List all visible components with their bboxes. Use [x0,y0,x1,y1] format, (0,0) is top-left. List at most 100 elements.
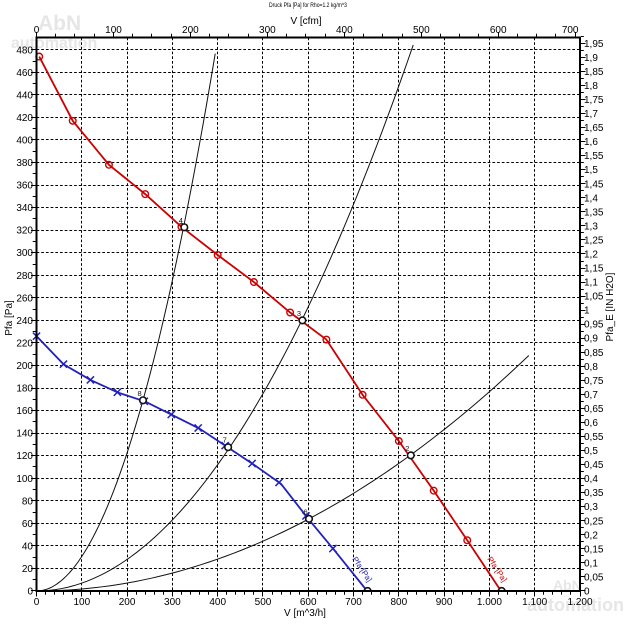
svg-text:700: 700 [345,597,362,608]
svg-text:0,1: 0,1 [584,558,598,569]
svg-text:0: 0 [34,25,40,36]
svg-text:100: 100 [16,474,33,485]
svg-text:300: 300 [259,25,276,36]
svg-text:Pfa_E [IN H2O]: Pfa_E [IN H2O] [605,272,616,341]
svg-text:0,2: 0,2 [584,530,598,541]
svg-text:240: 240 [16,316,33,327]
svg-text:400: 400 [336,25,353,36]
svg-text:1,45: 1,45 [584,179,604,190]
svg-text:0,4: 0,4 [584,474,598,485]
svg-text:1.000: 1.000 [477,597,502,608]
svg-text:1,2: 1,2 [584,250,598,261]
svg-text:0,05: 0,05 [584,573,604,584]
svg-text:1,75: 1,75 [584,95,604,106]
svg-text:0,15: 0,15 [584,544,604,555]
svg-text:1.200: 1.200 [567,597,592,608]
svg-text:1,55: 1,55 [584,151,604,162]
svg-text:440: 440 [16,90,33,101]
svg-text:360: 360 [16,181,33,192]
svg-text:0,55: 0,55 [584,432,604,443]
svg-text:500: 500 [413,25,430,36]
svg-text:120: 120 [16,451,33,462]
svg-text:0,5: 0,5 [584,446,598,457]
svg-text:200: 200 [182,25,199,36]
svg-text:0,85: 0,85 [584,348,604,359]
svg-text:0,3: 0,3 [584,502,598,513]
svg-text:Pfa [Pa]: Pfa [Pa] [4,300,15,336]
svg-text:420: 420 [16,113,33,124]
svg-text:1,3: 1,3 [584,221,598,232]
svg-text:900: 900 [436,597,453,608]
svg-text:1,95: 1,95 [584,39,604,50]
svg-text:automation: automation [527,595,624,615]
svg-text:700: 700 [562,25,579,36]
svg-text:1,15: 1,15 [584,264,604,275]
svg-text:Druck Pfa [Pa] for Rho=1.2 kg/: Druck Pfa [Pa] for Rho=1.2 kg/m^3 [269,3,348,9]
svg-text:0,65: 0,65 [584,404,604,415]
svg-text:1.100: 1.100 [522,597,547,608]
svg-text:480: 480 [16,45,33,56]
svg-text:180: 180 [16,384,33,395]
svg-text:320: 320 [16,226,33,237]
svg-text:V [m^3/h]: V [m^3/h] [284,608,326,619]
svg-text:0,6: 0,6 [584,418,598,429]
svg-text:1,6: 1,6 [584,137,598,148]
svg-text:400: 400 [16,136,33,147]
svg-text:1,9: 1,9 [584,53,598,64]
svg-text:500: 500 [255,597,272,608]
svg-text:1,35: 1,35 [584,207,604,218]
svg-text:0,9: 0,9 [584,334,598,345]
svg-text:800: 800 [390,597,407,608]
svg-text:0,8: 0,8 [584,362,598,373]
svg-text:0: 0 [27,587,33,598]
svg-text:20: 20 [22,564,34,575]
svg-text:0,25: 0,25 [584,516,604,527]
svg-text:300: 300 [164,597,181,608]
svg-text:0,45: 0,45 [584,460,604,471]
svg-text:0,95: 0,95 [584,320,604,331]
svg-text:1,4: 1,4 [584,193,598,204]
svg-text:1,5: 1,5 [584,165,598,176]
svg-text:200: 200 [119,597,136,608]
svg-text:V [cfm]: V [cfm] [290,16,321,27]
svg-text:260: 260 [16,293,33,304]
svg-text:AbN: AbN [38,12,81,35]
svg-text:0,75: 0,75 [584,376,604,387]
svg-text:4: 4 [179,216,183,225]
svg-text:280: 280 [16,271,33,282]
svg-text:1,05: 1,05 [584,292,604,303]
svg-text:600: 600 [490,25,507,36]
svg-text:automation: automation [11,35,97,52]
svg-text:100: 100 [73,597,90,608]
svg-text:1,1: 1,1 [584,278,598,289]
svg-text:3: 3 [297,309,301,318]
svg-text:0,35: 0,35 [584,488,604,499]
svg-text:40: 40 [22,541,34,552]
svg-text:380: 380 [16,158,33,169]
svg-text:400: 400 [209,597,226,608]
svg-text:460: 460 [16,68,33,79]
svg-text:2: 2 [405,444,409,453]
svg-text:0: 0 [34,597,40,608]
svg-text:0: 0 [584,587,590,598]
svg-text:160: 160 [16,406,33,417]
svg-text:1,25: 1,25 [584,235,604,246]
svg-text:140: 140 [16,429,33,440]
svg-text:1,8: 1,8 [584,81,598,92]
svg-text:300: 300 [16,248,33,259]
svg-text:0,7: 0,7 [584,390,598,401]
svg-text:8: 8 [138,389,142,398]
svg-text:600: 600 [300,597,317,608]
svg-text:1,65: 1,65 [584,123,604,134]
svg-text:340: 340 [16,203,33,214]
svg-text:1,7: 1,7 [584,109,598,120]
svg-text:7: 7 [223,436,227,445]
svg-text:AbN: AbN [553,577,582,593]
svg-text:1,85: 1,85 [584,67,604,78]
svg-text:6: 6 [304,507,308,516]
svg-text:100: 100 [105,25,122,36]
svg-text:220: 220 [16,338,33,349]
svg-text:80: 80 [22,496,34,507]
svg-text:1: 1 [584,306,590,317]
svg-text:60: 60 [22,519,34,530]
